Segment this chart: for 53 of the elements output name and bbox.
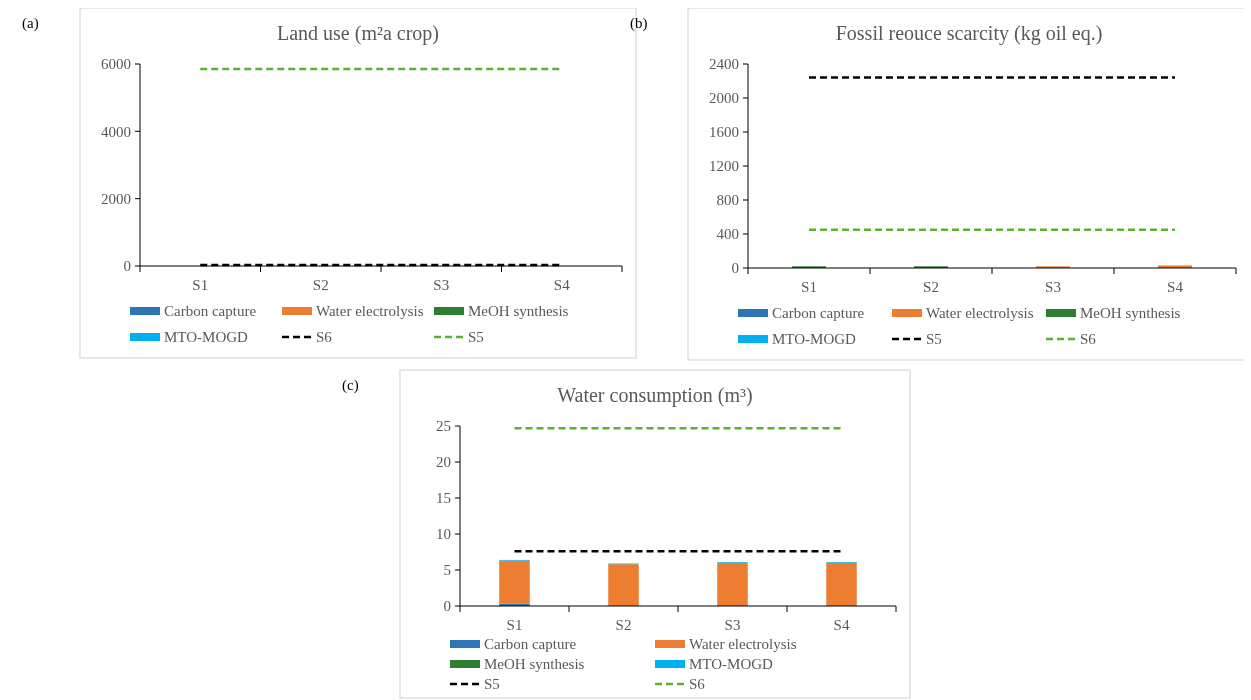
legend-label: Carbon capture: [484, 636, 577, 653]
x-tick-label: S2: [312, 277, 329, 293]
y-tick-label: 10: [436, 526, 451, 543]
legend-label: S5: [926, 331, 942, 348]
y-tick-label: 400: [716, 226, 739, 243]
legend-label: S6: [689, 676, 706, 693]
y-tick-label: 15: [436, 490, 451, 507]
y-tick-label: 25: [436, 418, 451, 435]
chart-title: Land use (m²a crop): [276, 22, 440, 45]
legend-label: Water electrolysis: [926, 305, 1034, 322]
y-tick-label: 0: [731, 260, 739, 277]
y-tick-label: 4000: [101, 123, 131, 140]
x-tick-label: S4: [1167, 279, 1184, 295]
x-tick-label: S1: [801, 279, 817, 295]
legend-label: S6: [1080, 331, 1097, 348]
legend-label: MTO-MOGD: [772, 331, 857, 348]
x-tick-label: S4: [833, 617, 850, 633]
chart-title: Fossil reouce scarcity (kg oil eq.): [835, 22, 1103, 45]
legend-label: S5: [484, 676, 500, 693]
legend-label: S5: [468, 329, 484, 346]
y-tick-label: 1200: [709, 158, 739, 175]
x-tick-label: S3: [1045, 279, 1061, 295]
legend-label: Carbon capture: [772, 305, 865, 322]
y-tick-label: 0: [123, 258, 131, 275]
y-tick-label: 1600: [709, 124, 739, 141]
y-tick-label: 20: [436, 454, 451, 471]
legend-label: S6: [316, 329, 333, 346]
y-tick-label: 5: [443, 562, 451, 579]
legend-label: Water electrolysis: [689, 636, 797, 653]
y-tick-label: 2400: [709, 56, 739, 73]
legend-label: MeOH synthesis: [1080, 305, 1181, 322]
legend-label: MTO-MOGD: [689, 656, 774, 673]
legend-label: MeOH synthesis: [484, 656, 585, 673]
y-tick-label: 0: [443, 598, 451, 615]
x-tick-label: S2: [923, 279, 939, 295]
chart-title: Water consumption (m³): [557, 384, 753, 407]
text: (b): [630, 15, 648, 32]
x-tick-label: S1: [192, 277, 209, 293]
text: (c): [342, 377, 359, 394]
legend-label: MTO-MOGD: [164, 329, 249, 346]
x-tick-label: S1: [506, 617, 523, 633]
text: (a): [22, 15, 39, 32]
x-tick-label: S2: [615, 617, 632, 633]
x-tick-label: S3: [724, 617, 741, 633]
y-tick-label: 6000: [101, 56, 131, 73]
legend-label: Water electrolysis: [316, 303, 424, 320]
legend-label: Carbon capture: [164, 303, 257, 320]
legend-label: MeOH synthesis: [468, 303, 569, 320]
y-tick-label: 800: [716, 192, 739, 209]
y-tick-label: 2000: [709, 90, 739, 107]
y-tick-label: 2000: [101, 190, 131, 207]
x-tick-label: S4: [553, 277, 571, 293]
x-tick-label: S3: [433, 277, 450, 293]
